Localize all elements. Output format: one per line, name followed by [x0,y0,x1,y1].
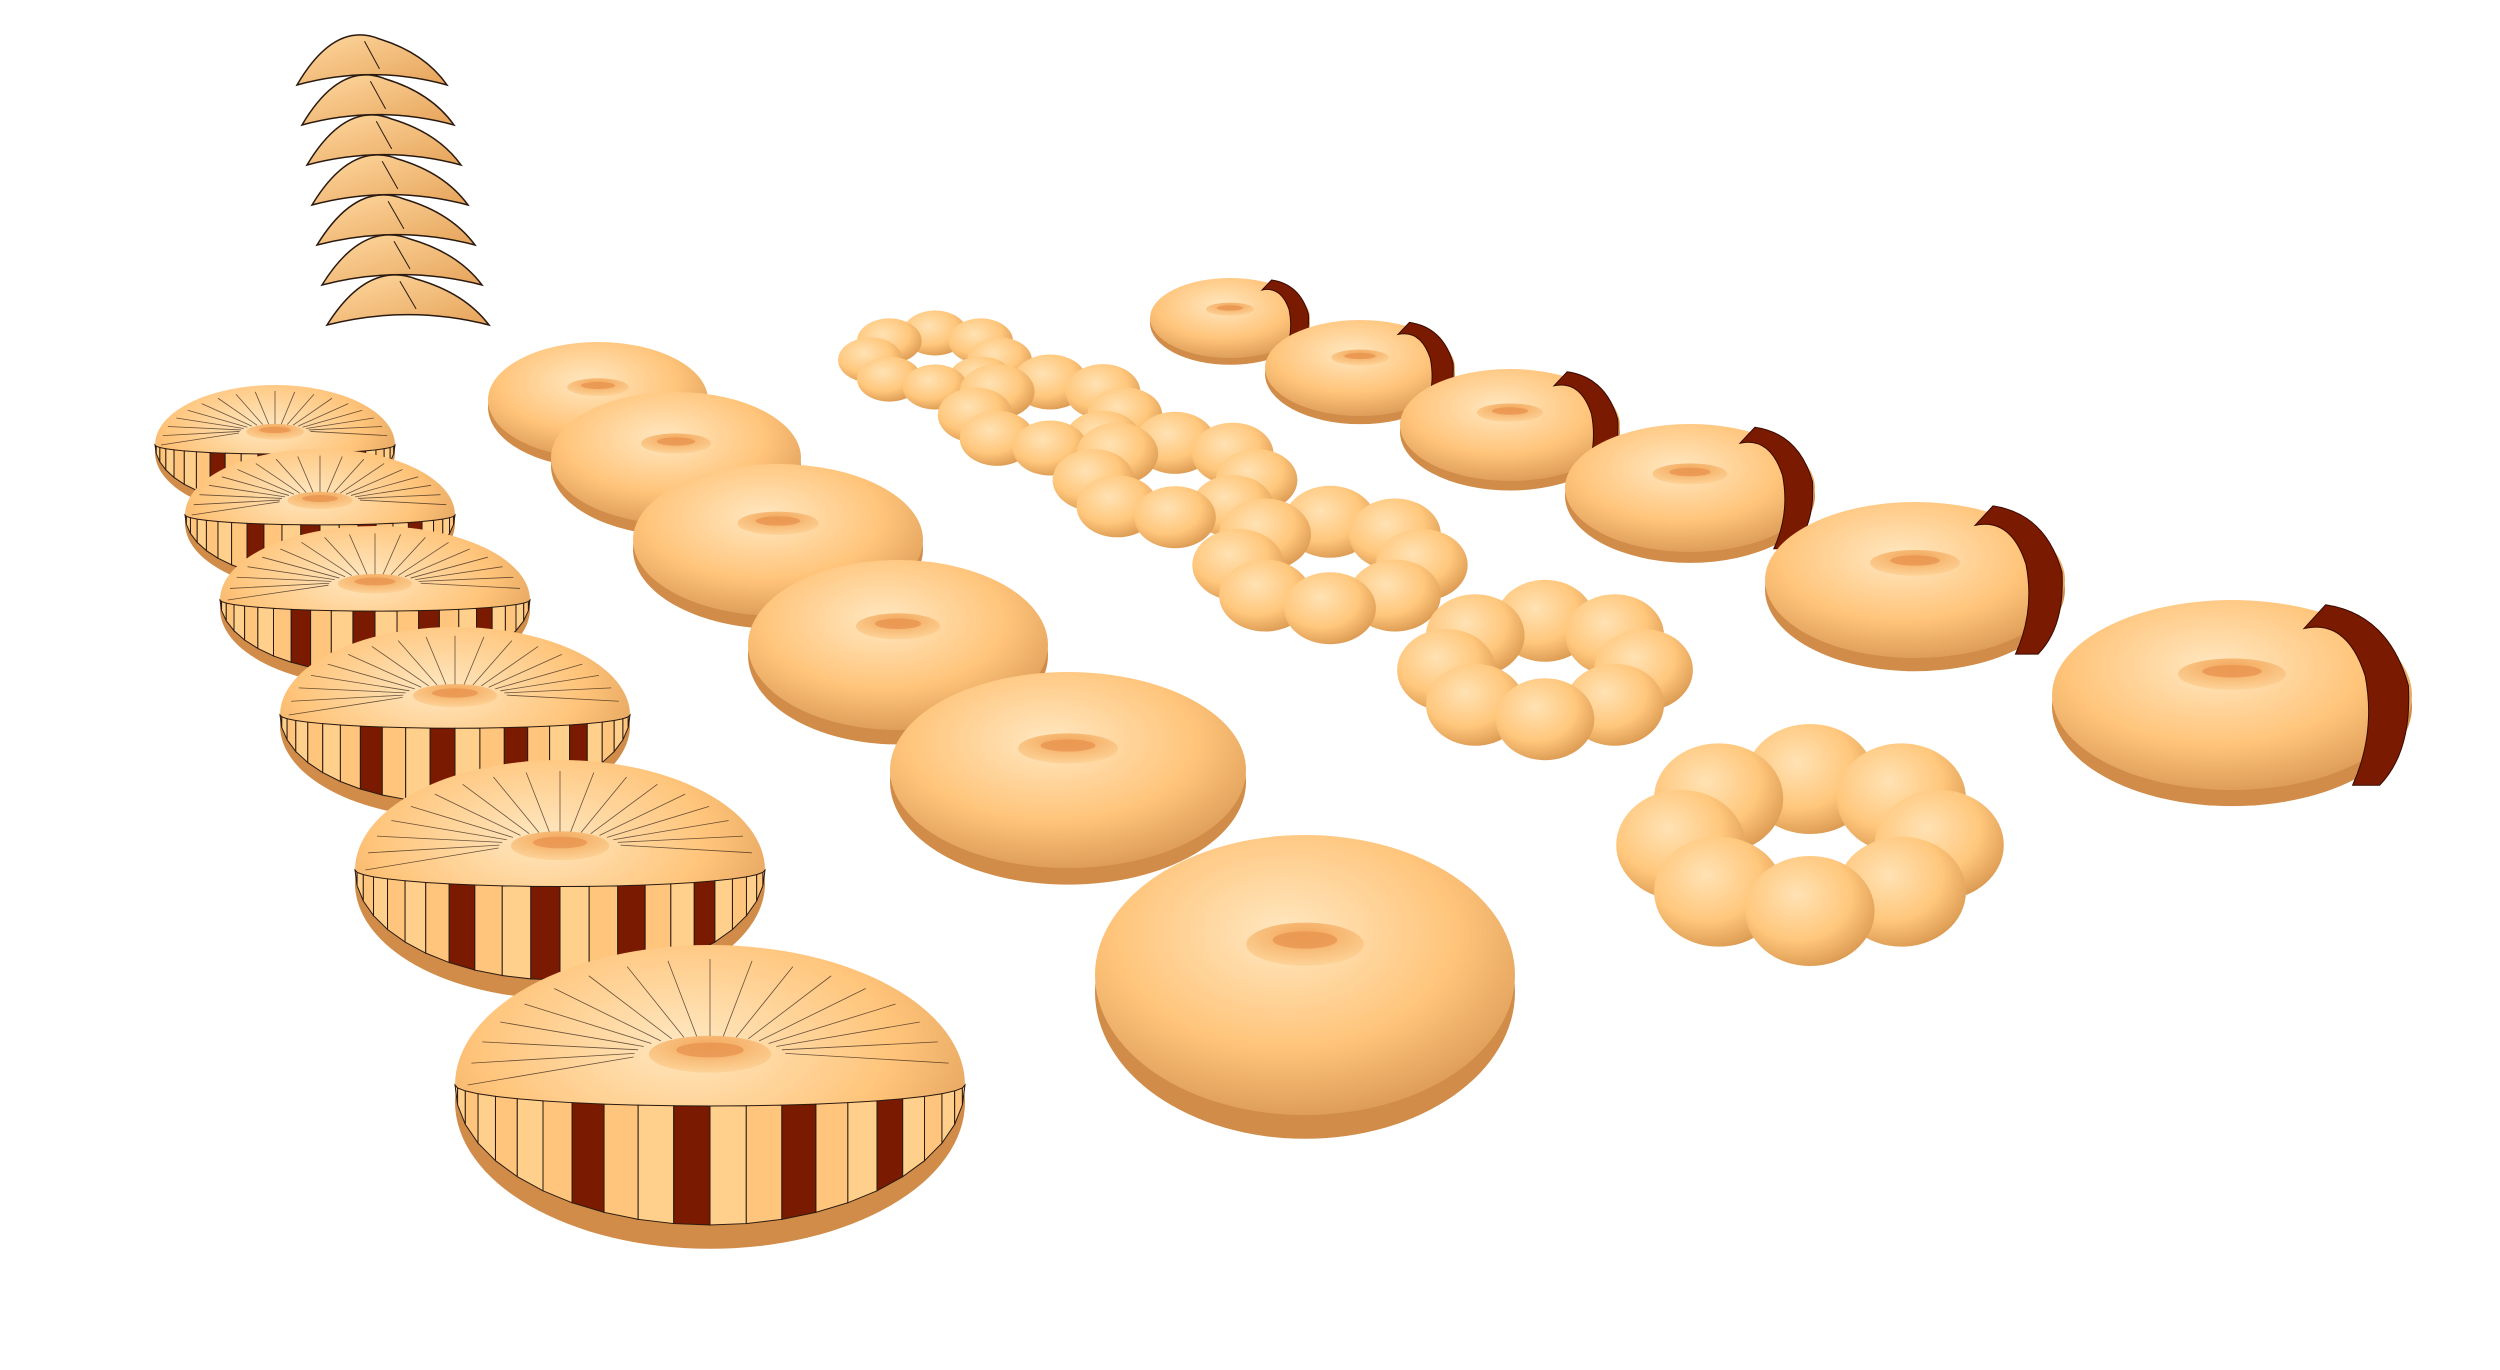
striped-torus [354,760,766,999]
bumpy-torus-row [838,310,2004,966]
smooth-torus [890,672,1246,885]
banded-torus [1565,424,1815,563]
wedge-piece [325,274,491,327]
torus-lobe [1134,486,1216,549]
lobed-torus [1052,411,1298,549]
smooth-torus [1095,835,1515,1139]
striped-torus [454,945,966,1249]
torus-lobe [1745,856,1875,966]
smooth-torus-row [488,342,1515,1139]
torus-lobe [1284,572,1376,645]
striped-torus-row [154,385,966,1249]
banded-torus [1265,320,1455,425]
lobed-torus [1616,724,2004,966]
partial-band-torus-row [1150,278,2412,807]
banded-torus [1150,278,1310,365]
chocolate-band [1973,505,2063,655]
striped-torus [279,627,631,818]
lobed-torus [1192,485,1468,645]
torus-lobe [1495,678,1595,761]
chocolate-band [2302,604,2410,786]
lobed-torus [937,354,1163,476]
wedge-stack [295,34,491,327]
banded-torus [1765,502,2065,672]
banded-torus [1400,369,1620,491]
lobed-torus [1397,579,1693,761]
banded-torus [2052,600,2412,807]
